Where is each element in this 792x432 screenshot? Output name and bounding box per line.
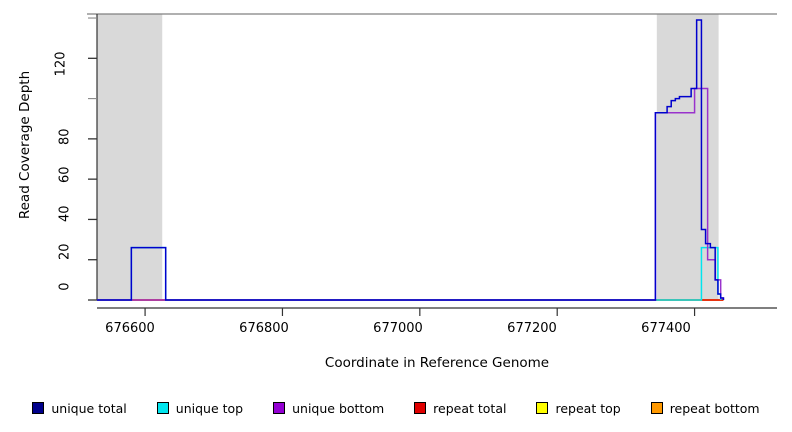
shaded-region [97, 14, 163, 300]
legend-item[interactable]: unique total [32, 400, 127, 416]
series-line [97, 19, 725, 301]
x-tick-label-677400: 677400 [641, 321, 691, 336]
x-tick-label-677000: 677000 [373, 321, 423, 336]
shaded-region [656, 14, 719, 300]
legend-swatch-icon [32, 402, 45, 414]
series-line [97, 87, 725, 301]
legend-item-label: repeat bottom [669, 400, 760, 416]
legend-swatch-icon [414, 402, 427, 414]
legend-swatch-icon [156, 402, 169, 414]
legend-item[interactable]: unique top [156, 400, 244, 416]
legend-item-label: unique total [51, 400, 127, 416]
legend-item[interactable]: repeat top [536, 400, 621, 416]
x-tick-label-676800: 676800 [239, 321, 289, 336]
series-line [97, 246, 722, 301]
legend-item[interactable]: repeat total [414, 401, 506, 416]
legend-item-label: unique top [175, 400, 244, 416]
legend-item-label: repeat top [555, 400, 621, 416]
legend-swatch-icon [536, 402, 549, 414]
legend-item-label: repeat total [433, 400, 507, 416]
legend-item-label: unique bottom [292, 400, 385, 416]
x-tick-label-676600: 676600 [105, 321, 155, 336]
legend-swatch-icon [650, 402, 663, 414]
legend-swatch-icon [273, 402, 286, 414]
legend-item[interactable]: unique bottom [273, 401, 384, 416]
legend-item[interactable]: repeat bottom [650, 400, 760, 416]
x-tick-label-677200: 677200 [507, 321, 557, 336]
x-axis-title: Coordinate in Reference Genome [324, 355, 550, 371]
chart-legend: unique total unique top unique bottom repea… [0, 396, 792, 420]
